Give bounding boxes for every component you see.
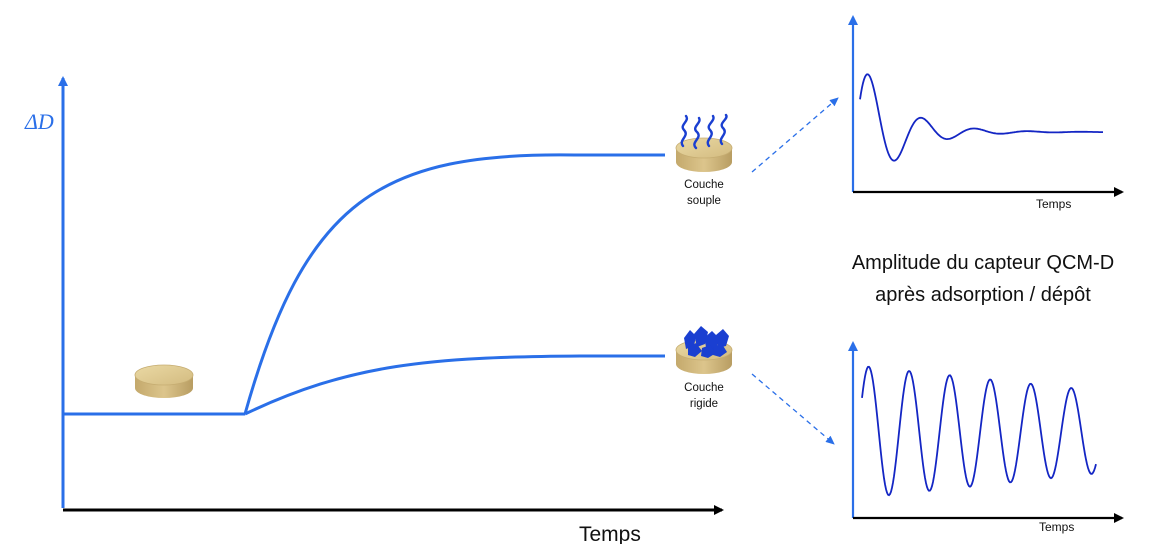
rigid-layer-label-1: Couche (684, 382, 724, 394)
soft-layer-label-2: souple (687, 195, 721, 207)
inset-soft-damped: Temps (848, 15, 1124, 211)
rigid-polymer-blocks (684, 326, 729, 358)
rigid-to-inset-arrow (751, 373, 835, 445)
rigid-layer-disk: Couche rigide (675, 326, 733, 410)
main-x-label: Temps (579, 523, 641, 544)
inset-bottom-x-label: Temps (1039, 520, 1074, 534)
main-chart: ΔD Temps (24, 76, 724, 544)
soft-layer-curve (243, 153, 665, 415)
rigid-layer-curve (244, 354, 665, 416)
inset-bottom-wave (861, 365, 1097, 497)
inset-top-wave (859, 73, 1103, 162)
soft-to-inset-arrow (751, 97, 839, 173)
soft-layer-disk: Couche souple (675, 113, 733, 207)
inset-rigid-sustained: Temps (848, 341, 1124, 534)
rigid-layer-label-2: rigide (690, 398, 718, 410)
soft-layer-label-1: Couche (684, 179, 724, 191)
main-y-label: ΔD (24, 109, 54, 134)
inset-top-x-label: Temps (1036, 197, 1071, 211)
caption-line-2: après adsorption / dépôt (875, 284, 1091, 306)
bare-sensor-disk (134, 364, 194, 398)
soft-polymer-chains (680, 113, 728, 150)
caption-line-1: Amplitude du capteur QCM-D (852, 252, 1114, 274)
